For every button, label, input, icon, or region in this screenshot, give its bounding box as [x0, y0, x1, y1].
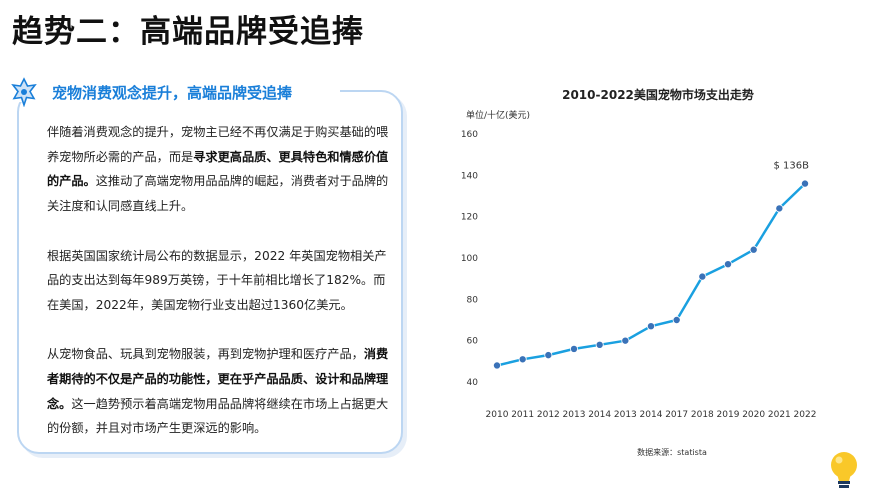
data-point	[723, 260, 732, 269]
y-axis-unit-label: 单位/十亿(美元)	[466, 109, 530, 121]
emphasis-text: 寻求更高品质、更具特色和情感价值的产品。	[47, 149, 389, 189]
series-line	[496, 182, 806, 367]
paragraph-3: 从宠物食品、玩具到宠物服装，再到宠物护理和医疗产品，消费者期待的不仅是产品的功能…	[47, 342, 393, 441]
lightbulb-icon	[831, 452, 857, 488]
text: 从宠物食品、玩具到宠物服装，再到宠物护理和医疗产品，	[47, 347, 364, 362]
page-title: 趋势二：高端品牌受追捧	[12, 14, 364, 50]
text: 伴随着消费观念的提升，宠物主已经不再仅满足于购买基础的喂养宠物所必需的产品，而是	[47, 125, 389, 164]
data-point	[621, 336, 630, 345]
x-tick-label: 2011	[511, 410, 534, 420]
text: 根据英国国家统计局公布的数据显示，2022 年英国宠物相关产品的支出达到每年98…	[47, 248, 387, 312]
x-tick-label: 2018	[691, 410, 714, 420]
y-tick-label: 80	[467, 295, 479, 305]
text: 这推动了高端宠物用品品牌的崛起，消费者对于品牌的关注度和认同感直线上升。	[47, 174, 389, 214]
x-tick-label: 2013	[563, 410, 586, 420]
y-tick-label: 40	[467, 378, 479, 388]
card-heading: 宠物消费观念提升，高端品牌受追捧	[52, 84, 293, 102]
data-point	[646, 322, 655, 331]
data-point	[800, 179, 809, 188]
chart-source: 数据来源：statista	[637, 447, 707, 457]
x-tick-label: 2012	[537, 410, 560, 420]
data-point	[493, 361, 502, 370]
card-body: 伴随着消费观念的提升，宠物主已经不再仅满足于购买基础的喂养宠物所必需的产品，而是…	[47, 120, 393, 441]
x-tick-label: 2014	[588, 410, 611, 420]
x-tick-label: 2022	[794, 410, 817, 420]
paragraph-1: 伴随着消费观念的提升，宠物主已经不再仅满足于购买基础的喂养宠物所必需的产品，而是…	[47, 120, 393, 219]
y-tick-label: 120	[461, 213, 478, 223]
data-point	[749, 245, 758, 254]
y-tick-label: 160	[461, 130, 478, 140]
data-point	[544, 351, 553, 360]
data-point	[698, 272, 707, 281]
paragraph-2: 根据英国国家统计局公布的数据显示，2022 年英国宠物相关产品的支出达到每年98…	[47, 244, 393, 318]
x-tick-label: 2019	[717, 410, 740, 420]
x-tick-label: 2010	[486, 410, 509, 420]
content-card	[17, 90, 403, 454]
chart-title: 2010-2022美国宠物市场支出走势	[562, 87, 754, 102]
star-icon	[11, 77, 37, 107]
data-point	[595, 340, 604, 349]
x-tick-label: 2020	[742, 410, 765, 420]
x-tick-label: 2017	[665, 410, 688, 420]
data-point	[775, 204, 784, 213]
y-tick-label: 140	[461, 171, 478, 181]
card-border-gap	[10, 84, 340, 102]
data-point	[518, 355, 527, 364]
y-tick-label: 60	[467, 337, 479, 347]
x-tick-label: 2013	[614, 410, 637, 420]
x-tick-label: 2021	[768, 410, 791, 420]
spending-line-chart: 2010-2022美国宠物市场支出走势 单位/十亿(美元) 40 60 80 100 1…	[461, 87, 817, 457]
emphasis-text: 消费者期待的不仅是产品的功能性，更在乎产品品质、设计和品牌理念。	[47, 347, 389, 411]
data-point	[672, 315, 681, 324]
data-point	[569, 344, 578, 353]
y-tick-label: 100	[461, 254, 478, 264]
data-annotation: $ 136B	[774, 161, 810, 172]
text: 这一趋势预示着高端宠物用品品牌将继续在市场上占据更大的份额，并且对市场产生更深远…	[47, 396, 389, 436]
x-tick-label: 2014	[640, 410, 663, 420]
